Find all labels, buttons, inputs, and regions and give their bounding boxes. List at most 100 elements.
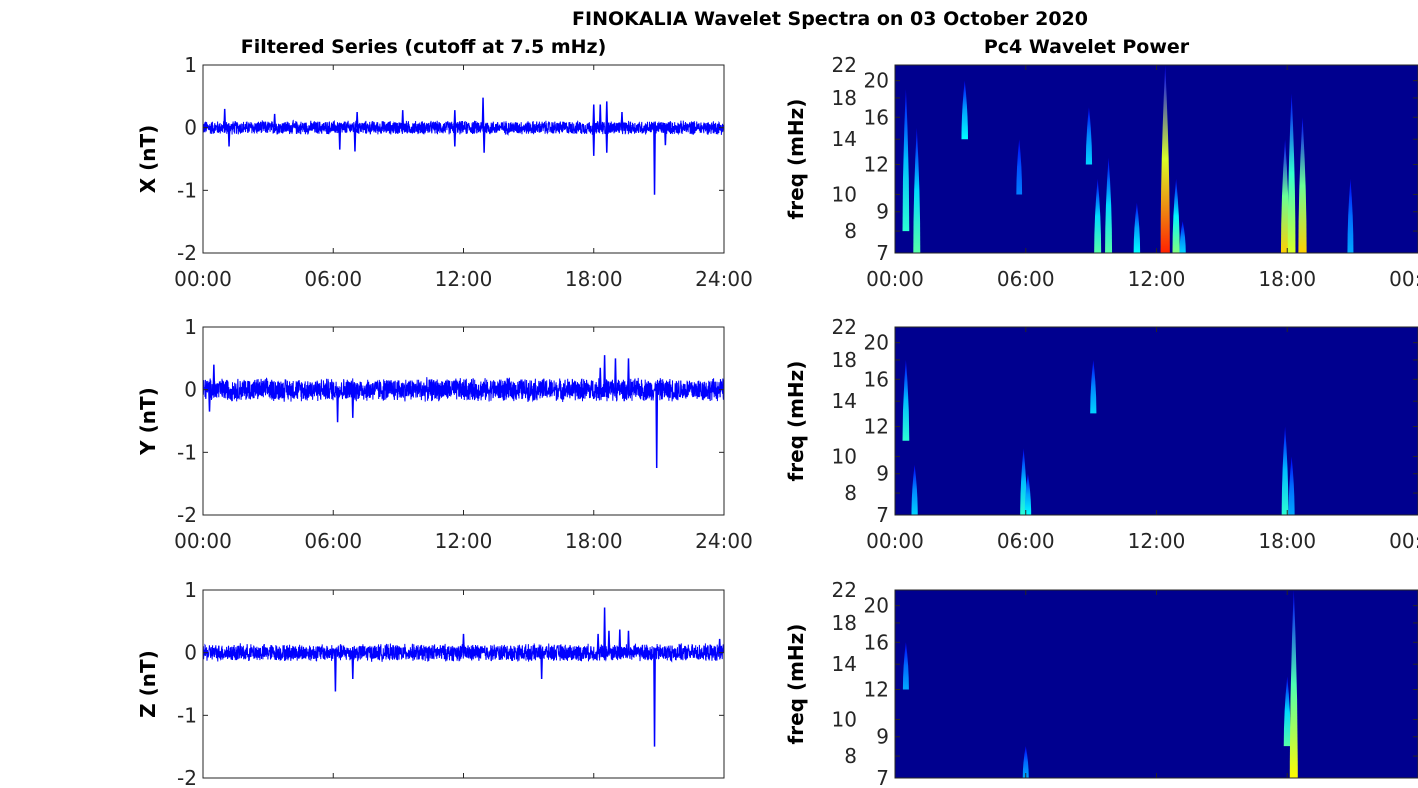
power-event	[1289, 590, 1298, 778]
x-tick-label: 06:00	[304, 529, 362, 553]
power-event	[1347, 178, 1354, 253]
series-line	[203, 377, 724, 403]
x-tick-label: 24:00	[695, 529, 753, 553]
spike	[401, 110, 405, 128]
y-tick-label: 7	[876, 766, 889, 788]
spike	[223, 108, 227, 128]
spike	[208, 389, 211, 412]
spike	[334, 652, 337, 692]
y-axis-label: Y (nT)	[136, 387, 160, 456]
spike	[603, 355, 607, 390]
subplot-4: 00:0006:0012:0018:0000:00789101214161820…	[784, 36, 1418, 291]
y-tick-label: 16	[864, 367, 889, 391]
x-tick-label: 00:00	[174, 267, 232, 291]
series-line	[203, 119, 724, 136]
y-tick-label: 1	[184, 315, 197, 339]
spike	[618, 629, 622, 653]
y-tick-label: -2	[177, 766, 197, 788]
y-tick-label: 1	[184, 578, 197, 602]
y-tick-label: 20	[864, 69, 889, 93]
y-tick-label: 0	[184, 641, 197, 665]
y-tick-label: 18	[832, 86, 857, 110]
axes-background	[203, 327, 724, 515]
plot-area	[203, 65, 724, 253]
y-tick-label: 14	[832, 389, 857, 413]
spike	[598, 367, 602, 390]
y-tick-label: 0	[184, 116, 197, 140]
subplot-2: 00:00 06:00 12:00 18:00 24:00 -2 -1 0 1 Y (nT)	[136, 315, 753, 553]
y-tick-label: 22	[832, 578, 857, 602]
spike	[653, 127, 656, 195]
power-event	[1094, 178, 1102, 253]
x-tick-label: 00:00	[1389, 529, 1418, 553]
power-event	[1133, 202, 1141, 253]
y-tick-label: 8	[844, 219, 857, 243]
power-event	[902, 642, 909, 690]
spike	[481, 97, 485, 128]
spike	[653, 652, 656, 747]
spike	[273, 113, 277, 128]
y-tick-label: -1	[177, 703, 197, 727]
plot-area	[895, 327, 1418, 515]
y-axis-label: freq (mHz)	[784, 624, 808, 745]
y-tick-label: 16	[864, 105, 889, 129]
power-event	[913, 127, 921, 253]
spike	[592, 104, 596, 128]
y-tick-label: 18	[832, 611, 857, 635]
spike	[596, 633, 600, 653]
figure-title: FINOKALIA Wavelet Spectra on 03 October …	[572, 8, 1088, 30]
spike	[453, 127, 457, 147]
x-tick-label: 00:00	[866, 529, 924, 553]
heatmap-background	[895, 327, 1418, 515]
x-tick-label: 00:00	[866, 267, 924, 291]
y-tick-label: 7	[876, 503, 889, 527]
y-tick-label: 12	[864, 415, 889, 439]
y-tick-label: 10	[832, 182, 857, 206]
spike	[453, 110, 457, 128]
spike	[351, 652, 355, 680]
x-tick-label: 00:00	[1389, 267, 1418, 291]
y-tick-label: 0	[184, 378, 197, 402]
spike	[227, 127, 231, 147]
y-axis-label: freq (mHz)	[784, 99, 808, 220]
y-tick-label: 8	[844, 481, 857, 505]
y-tick-label: -1	[177, 440, 197, 464]
y-tick-label: -1	[177, 178, 197, 202]
spike	[592, 127, 596, 156]
subplot-5: 00:0006:0012:0018:0000:00789101214161820…	[784, 315, 1418, 553]
power-event	[1288, 456, 1295, 515]
spike	[605, 101, 609, 128]
y-tick-label: 22	[832, 315, 857, 339]
power-event	[1022, 746, 1029, 778]
x-tick-label: 18:00	[1258, 529, 1316, 553]
plot-area	[895, 65, 1418, 253]
subplot-3: -2 -1 0 1 Z (nT)	[136, 578, 725, 788]
power-event	[1283, 676, 1291, 747]
power-event	[1281, 426, 1289, 515]
x-tick-label: 00:00	[174, 529, 232, 553]
spike	[482, 127, 486, 153]
x-tick-label: 12:00	[435, 529, 493, 553]
power-event	[902, 359, 910, 441]
y-tick-label: 16	[864, 630, 889, 654]
x-tick-label: 12:00	[1128, 529, 1186, 553]
power-event	[1160, 65, 1170, 253]
spike	[212, 364, 216, 390]
power-event	[1298, 117, 1307, 253]
y-tick-label: 22	[832, 53, 857, 77]
y-tick-label: 18	[832, 348, 857, 372]
y-axis-label: X (nT)	[136, 125, 160, 194]
plot-area	[895, 590, 1418, 778]
y-tick-label: 1	[184, 53, 197, 77]
y-tick-label: 9	[876, 200, 889, 224]
axes-background	[203, 590, 724, 778]
spike	[351, 389, 355, 418]
subplot-6: 789 10 12 14 16 18 20 22 freq (mHz)	[784, 578, 1418, 788]
y-tick-label: -2	[177, 503, 197, 527]
power-event	[1179, 221, 1186, 253]
power-event	[1085, 107, 1093, 165]
spike	[605, 127, 609, 153]
y-tick-label: 9	[876, 725, 889, 749]
power-event	[911, 464, 918, 515]
